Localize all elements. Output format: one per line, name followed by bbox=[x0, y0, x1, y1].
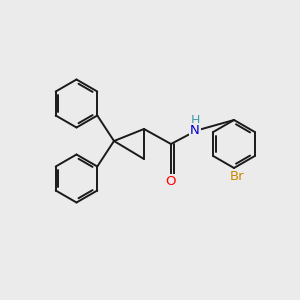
Text: O: O bbox=[166, 175, 176, 188]
Text: N: N bbox=[190, 124, 200, 137]
Text: Br: Br bbox=[230, 170, 244, 184]
Text: H: H bbox=[190, 114, 200, 128]
